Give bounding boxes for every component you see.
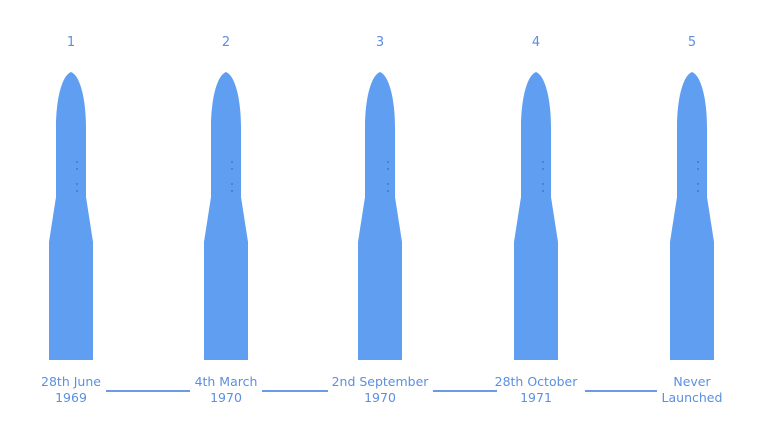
launch-item: 4 28th October 1971	[476, 0, 596, 432]
launch-number: 5	[687, 35, 697, 50]
rocket-icon	[358, 72, 402, 360]
launch-number: 2	[221, 35, 231, 50]
launch-date-line2: 1969	[55, 390, 87, 405]
launch-date: 2nd September 1970	[320, 374, 440, 406]
launch-date-line1: 4th March	[194, 374, 258, 389]
launch-date: 28th October 1971	[476, 374, 596, 406]
launch-item: 2 4th March 1970	[166, 0, 286, 432]
timeline-connector	[262, 390, 328, 392]
launch-number: 1	[66, 35, 76, 50]
launch-date: 4th March 1970	[166, 374, 286, 406]
launch-date-line2: 1970	[364, 390, 396, 405]
launch-item: 5 Never Launched	[632, 0, 752, 432]
launch-item: 3 2nd September 1970	[320, 0, 440, 432]
launch-date-line2: Launched	[661, 390, 723, 405]
rocket-icon	[670, 72, 714, 360]
launch-date-line1: 28th June	[41, 374, 101, 389]
launch-date: 28th June 1969	[11, 374, 131, 406]
launch-date-line1: 2nd September	[331, 374, 429, 389]
launch-date-line2: 1971	[520, 390, 552, 405]
timeline-connector	[585, 390, 657, 392]
launch-item: 1 28th June 1969	[11, 0, 131, 432]
rocket-icon	[204, 72, 248, 360]
timeline-connector	[433, 390, 497, 392]
launch-number: 4	[531, 35, 541, 50]
launch-date-line1: Never	[673, 374, 711, 389]
launch-date-line2: 1970	[210, 390, 242, 405]
launch-date: Never Launched	[632, 374, 752, 406]
launch-date-line1: 28th October	[494, 374, 578, 389]
timeline-connector	[106, 390, 190, 392]
launch-number: 3	[375, 35, 385, 50]
rocket-icon	[49, 72, 93, 360]
rocket-icon	[514, 72, 558, 360]
